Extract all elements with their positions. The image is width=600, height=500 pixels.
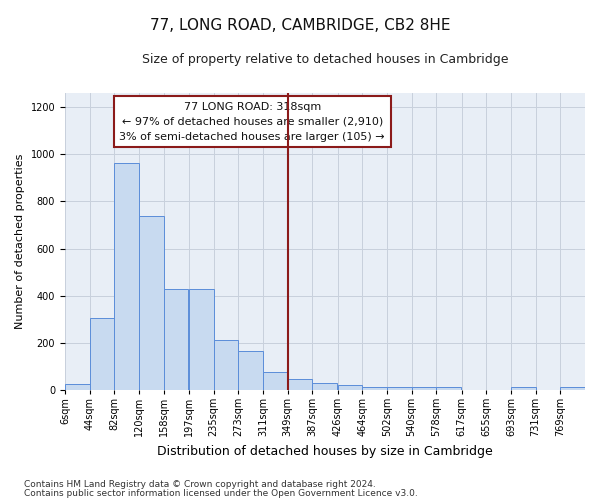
- Bar: [312, 383, 337, 390]
- Bar: [412, 388, 436, 390]
- Text: 77 LONG ROAD: 318sqm  
← 97% of detached houses are smaller (2,910)
3% of semi-d: 77 LONG ROAD: 318sqm ← 97% of detached h…: [119, 102, 385, 142]
- Bar: [214, 340, 238, 390]
- Text: Contains HM Land Registry data © Crown copyright and database right 2024.: Contains HM Land Registry data © Crown c…: [24, 480, 376, 489]
- Bar: [65, 384, 89, 390]
- Bar: [511, 388, 536, 390]
- X-axis label: Distribution of detached houses by size in Cambridge: Distribution of detached houses by size …: [157, 444, 493, 458]
- Bar: [387, 388, 412, 390]
- Bar: [89, 318, 114, 390]
- Bar: [238, 351, 263, 390]
- Bar: [189, 288, 214, 390]
- Bar: [338, 385, 362, 390]
- Y-axis label: Number of detached properties: Number of detached properties: [15, 154, 25, 329]
- Text: 77, LONG ROAD, CAMBRIDGE, CB2 8HE: 77, LONG ROAD, CAMBRIDGE, CB2 8HE: [150, 18, 450, 32]
- Bar: [362, 388, 387, 390]
- Bar: [287, 379, 312, 390]
- Text: Contains public sector information licensed under the Open Government Licence v3: Contains public sector information licen…: [24, 488, 418, 498]
- Title: Size of property relative to detached houses in Cambridge: Size of property relative to detached ho…: [142, 52, 508, 66]
- Bar: [139, 216, 164, 390]
- Bar: [114, 162, 139, 390]
- Bar: [164, 288, 188, 390]
- Bar: [436, 388, 461, 390]
- Bar: [263, 372, 287, 390]
- Bar: [560, 388, 585, 390]
